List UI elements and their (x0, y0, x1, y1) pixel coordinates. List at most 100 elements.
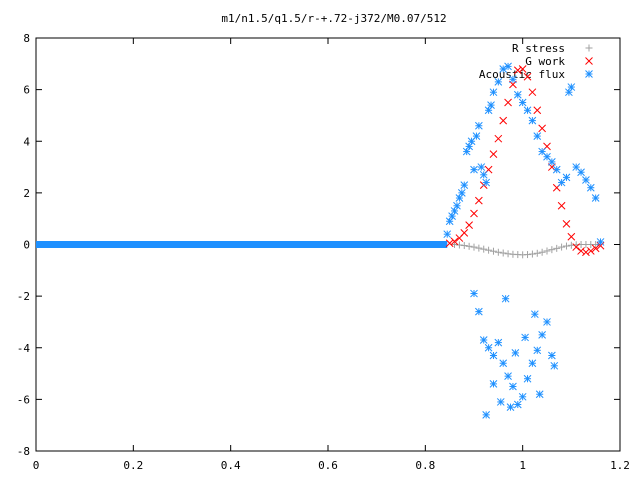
point-acoustic-flux (479, 170, 488, 179)
point-acoustic-flux (477, 163, 486, 171)
point-g-work (518, 65, 527, 73)
point-acoustic-flux (504, 372, 512, 380)
point-acoustic-flux (543, 318, 551, 326)
point-g-work (504, 98, 512, 107)
point-g-work (596, 241, 605, 250)
point-g-work (528, 88, 537, 97)
point-acoustic-flux (513, 90, 522, 99)
point-g-work (591, 244, 600, 253)
point-g-work (489, 150, 498, 159)
point-r-stress (533, 249, 541, 257)
point-g-work (582, 248, 590, 257)
point-acoustic-flux (499, 359, 508, 368)
point-r-stress (499, 249, 507, 257)
point-g-work (586, 247, 595, 255)
point-g-work (577, 247, 585, 255)
point-acoustic-flux (489, 351, 498, 360)
x-tick-label: 0.6 (318, 459, 338, 472)
point-acoustic-flux (453, 201, 461, 210)
point-acoustic-flux (475, 307, 483, 316)
series-acoustic-flux (443, 62, 605, 419)
point-acoustic-flux (528, 116, 537, 125)
point-acoustic-flux (484, 343, 493, 352)
point-acoustic-flux (475, 121, 483, 130)
point-acoustic-flux (470, 165, 478, 174)
point-r-stress (455, 241, 463, 249)
point-g-work (538, 124, 546, 133)
chart-title: m1/n1.5/q1.5/r-+.72-j372/M0.07/512 (221, 12, 446, 25)
legend-label: G work (525, 55, 565, 68)
point-g-work (475, 196, 483, 205)
point-acoustic-flux (518, 98, 527, 107)
axis-ticks: 0 0.2 0.4 0.6 0.8 1 1.2 8 6 4 2 0 -2 -4 -6 -8 (17, 32, 630, 472)
point-g-work (470, 209, 478, 218)
y-tick-label: 2 (23, 187, 30, 200)
point-r-stress (451, 241, 459, 248)
point-g-work (465, 221, 473, 229)
point-r-stress (465, 242, 473, 250)
point-acoustic-flux (460, 181, 469, 189)
point-acoustic-flux (582, 176, 590, 184)
point-acoustic-flux (501, 294, 510, 303)
y-tick-label: 0 (23, 239, 30, 252)
point-acoustic-flux (518, 392, 527, 401)
point-acoustic-flux (504, 62, 512, 71)
point-acoustic-flux (470, 289, 478, 298)
point-g-work (557, 201, 566, 210)
point-r-stress (558, 243, 566, 251)
series-r-stress (451, 241, 600, 259)
y-tick-label: 4 (23, 135, 30, 148)
y-tick-label: -6 (17, 393, 30, 406)
point-acoustic-flux (511, 349, 520, 357)
point-r-stress (504, 250, 512, 258)
y-tick-label: 6 (23, 84, 30, 97)
point-acoustic-flux (506, 403, 515, 411)
point-acoustic-flux (533, 132, 542, 140)
point-r-stress (494, 248, 502, 256)
point-acoustic-flux (521, 333, 529, 342)
point-acoustic-flux (538, 330, 546, 339)
point-r-stress (548, 246, 556, 254)
point-r-stress (489, 247, 497, 255)
y-tick-label: 8 (23, 32, 30, 45)
point-acoustic-flux (577, 168, 585, 177)
point-acoustic-flux (489, 88, 498, 97)
x-tick-label: 1.2 (610, 459, 630, 472)
point-acoustic-flux (457, 189, 466, 197)
point-acoustic-flux (443, 230, 452, 239)
point-acoustic-flux (591, 194, 600, 202)
point-acoustic-flux (494, 78, 503, 86)
point-r-stress (475, 244, 483, 252)
point-g-work (572, 243, 581, 251)
point-g-work (499, 116, 508, 125)
point-acoustic-flux (586, 183, 595, 192)
point-acoustic-flux (535, 390, 544, 399)
point-acoustic-flux (479, 336, 488, 344)
point-g-work (523, 72, 532, 81)
point-r-stress (470, 243, 478, 251)
point-acoustic-flux (513, 400, 522, 409)
series-g-work (445, 65, 605, 257)
x-tick-label: 0.8 (415, 459, 435, 472)
point-r-stress (562, 242, 570, 250)
point-acoustic-flux (489, 380, 498, 388)
legend-marker (585, 44, 593, 52)
y-tick-label: -4 (17, 342, 31, 355)
point-acoustic-flux (533, 346, 542, 355)
point-acoustic-flux (509, 382, 517, 391)
legend-marker (585, 57, 593, 65)
x-tick-label: 0.2 (123, 459, 143, 472)
point-r-stress (480, 245, 488, 253)
point-g-work (450, 237, 459, 246)
x-tick-label: 0.4 (221, 459, 241, 472)
legend-marker (585, 70, 593, 78)
point-acoustic-flux (487, 101, 495, 109)
point-r-stress (460, 242, 468, 250)
point-acoustic-flux (494, 338, 503, 347)
point-acoustic-flux (523, 106, 532, 115)
point-g-work (445, 239, 454, 248)
point-acoustic-flux (530, 310, 539, 319)
data-points (36, 62, 605, 419)
